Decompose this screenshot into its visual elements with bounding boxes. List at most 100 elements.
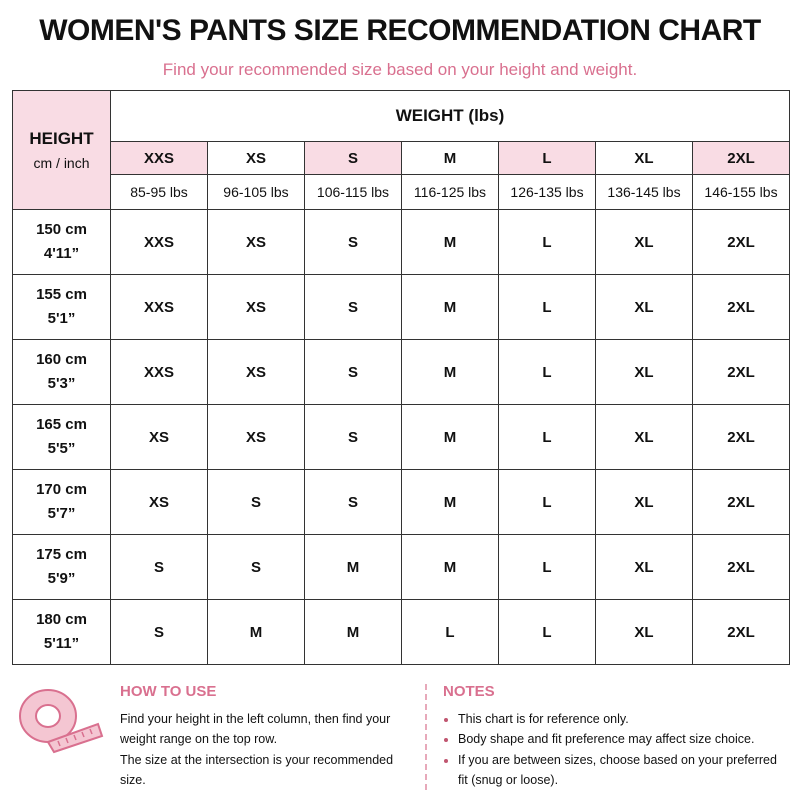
size-cell: XL — [595, 599, 693, 665]
size-header: S — [304, 141, 402, 175]
size-cell: 2XL — [692, 404, 790, 470]
size-cell: 2XL — [692, 469, 790, 535]
size-cell: L — [498, 469, 596, 535]
size-cell: L — [498, 339, 596, 405]
height-header: HEIGHT cm / inch — [12, 90, 111, 210]
size-header: L — [498, 141, 596, 175]
how-to-use: HOW TO USE Find your height in the left … — [120, 682, 415, 791]
height-cell: 160 cm 5'3” — [12, 339, 111, 405]
height-inch: 5'1” — [47, 310, 76, 327]
section-title: HOW TO USE — [120, 683, 217, 700]
size-cell: 2XL — [692, 339, 790, 405]
size-cell: 2XL — [692, 274, 790, 340]
size-cell: S — [304, 469, 402, 535]
size-cell: 2XL — [692, 534, 790, 600]
size-cell: L — [401, 599, 499, 665]
size-cell: S — [304, 274, 402, 340]
size-cell: S — [304, 339, 402, 405]
weight-range: 96-105 lbs — [207, 174, 305, 210]
size-cell: S — [207, 534, 305, 600]
size-cell: L — [498, 534, 596, 600]
size-cell: XL — [595, 404, 693, 470]
row: 180 cm 5'11” S M M L L XL 2XL — [12, 599, 790, 665]
size-header: XL — [595, 141, 693, 175]
weight-range: 136-145 lbs — [595, 174, 693, 210]
height-cm: 155 cm — [36, 286, 87, 303]
size-cell: XS — [110, 469, 208, 535]
height-inch: 5'5” — [47, 440, 76, 457]
size-cell: XL — [595, 274, 693, 340]
title: WOMEN'S PANTS SIZE RECOMMENDATION CHART — [39, 14, 761, 47]
size-cell: XL — [595, 339, 693, 405]
height-cm: 160 cm — [36, 351, 87, 368]
size-cell: XS — [207, 274, 305, 340]
size-cell: M — [401, 339, 499, 405]
weight-header: WEIGHT (lbs) — [110, 90, 790, 142]
size-cell: M — [401, 404, 499, 470]
weight-range: 116-125 lbs — [401, 174, 499, 210]
size-cell: 2XL — [692, 209, 790, 275]
height-cm: 180 cm — [36, 611, 87, 628]
size-cell: M — [401, 534, 499, 600]
height-inch: 5'9” — [47, 570, 76, 587]
weight-range: 85-95 lbs — [110, 174, 208, 210]
height-cell: 170 cm 5'7” — [12, 469, 111, 535]
size-cell: XS — [110, 404, 208, 470]
row: 175 cm 5'9” S S M M L XL 2XL — [12, 534, 790, 600]
height-cell: 150 cm 4'11” — [12, 209, 111, 275]
size-header: 2XL — [692, 141, 790, 175]
size-cell: XS — [207, 404, 305, 470]
size-cell: S — [207, 469, 305, 535]
divider — [425, 684, 427, 790]
row: 155 cm 5'1” XXS XS S M L XL 2XL — [12, 274, 790, 340]
size-cell: S — [304, 209, 402, 275]
size-cell: XL — [595, 534, 693, 600]
height-label: HEIGHT — [29, 129, 94, 148]
size-cell: M — [207, 599, 305, 665]
height-cell: 165 cm 5'5” — [12, 404, 111, 470]
notes: NOTES This chart is for reference only. … — [443, 682, 783, 791]
paragraph: Find your height in the left column, the… — [120, 711, 391, 747]
height-cm: 170 cm — [36, 481, 87, 498]
size-cell: S — [304, 404, 402, 470]
size-cell: XL — [595, 469, 693, 535]
height-inch: 4'11” — [43, 245, 80, 262]
size-cell: M — [401, 274, 499, 340]
height-inch: 5'3” — [47, 375, 76, 392]
row: 165 cm 5'5” XS XS S M L XL 2XL — [12, 404, 790, 470]
size-cell: XL — [595, 209, 693, 275]
weight-range: 106-115 lbs — [304, 174, 402, 210]
size-table: HEIGHT cm / inch WEIGHT (lbs) XXS XS S M L XL 2… — [12, 90, 790, 665]
size-cell: S — [110, 599, 208, 665]
note: This chart is for reference only. — [458, 709, 783, 730]
size-cell: L — [498, 209, 596, 275]
size-header: XXS — [110, 141, 208, 175]
row: 160 cm 5'3” XXS XS S M L XL 2XL — [12, 339, 790, 405]
note-list: This chart is for reference only. Body s… — [443, 709, 783, 791]
size-cell: XS — [207, 339, 305, 405]
weight-range: 126-135 lbs — [498, 174, 596, 210]
height-cm: 165 cm — [36, 416, 87, 433]
note: Body shape and fit preference may affect… — [458, 729, 783, 750]
height-inch: 5'7” — [47, 505, 76, 522]
size-cell: XXS — [110, 339, 208, 405]
size-cell: XXS — [110, 209, 208, 275]
size-cell: XXS — [110, 274, 208, 340]
size-header: XS — [207, 141, 305, 175]
height-unit: cm / inch — [33, 155, 90, 171]
size-cell: L — [498, 404, 596, 470]
size-header: M — [401, 141, 499, 175]
subtitle: Find your recommended size based on your… — [162, 60, 638, 79]
size-cell: L — [498, 599, 596, 665]
size-cell: M — [401, 469, 499, 535]
size-cell: M — [304, 534, 402, 600]
row: 170 cm 5'7” XS S S M L XL 2XL — [12, 469, 790, 535]
size-cell: S — [110, 534, 208, 600]
height-cm: 150 cm — [36, 221, 87, 238]
weight-range: 146-155 lbs — [692, 174, 790, 210]
paragraph: The size at the intersection is your rec… — [120, 752, 394, 788]
height-cell: 180 cm 5'11” — [12, 599, 111, 665]
height-cell: 175 cm 5'9” — [12, 534, 111, 600]
size-cell: XS — [207, 209, 305, 275]
